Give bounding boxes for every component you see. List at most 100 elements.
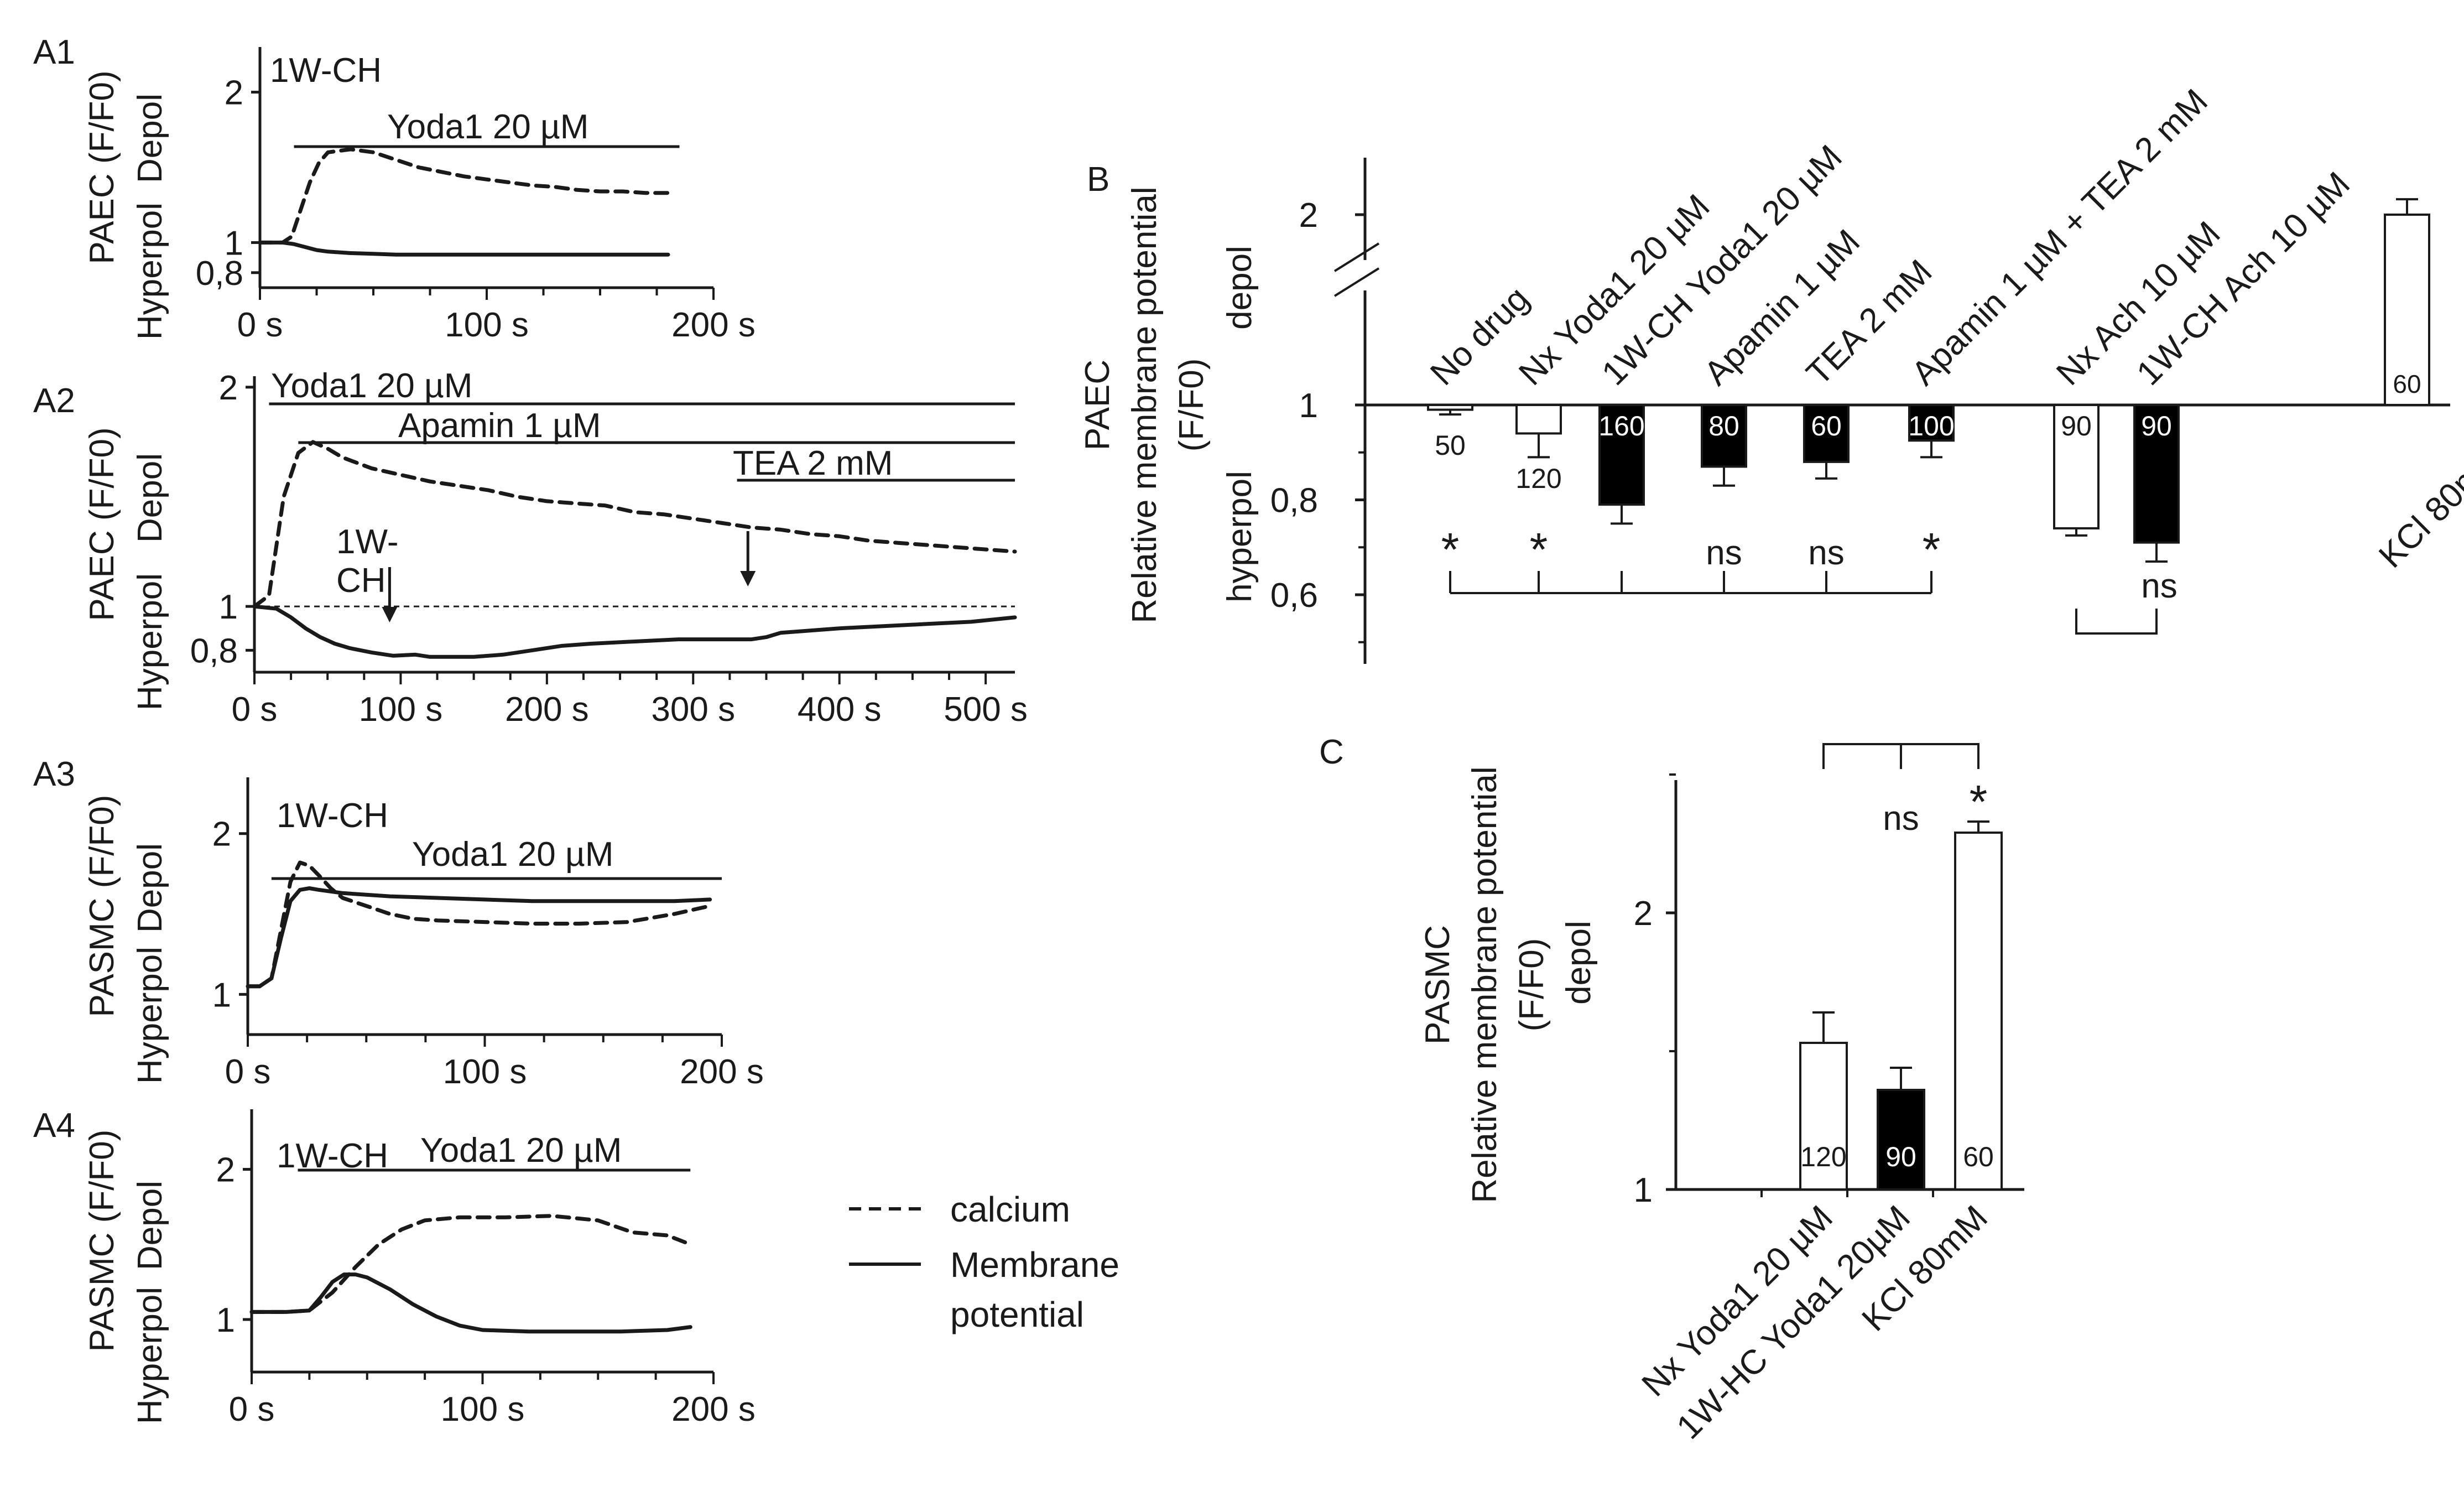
- panel-label: C: [1319, 733, 1344, 771]
- depol-label: depol: [1221, 246, 1259, 330]
- hyperpol-label: Hyperpol: [131, 573, 169, 710]
- y-tick-label: 2: [225, 74, 243, 112]
- x-tick-label: 0 s: [232, 690, 278, 729]
- y-axis-title: PASMC: [1419, 925, 1457, 1045]
- bar: [1427, 404, 1473, 411]
- significance-ns: ns: [1808, 534, 1844, 572]
- panel-label: A4: [33, 1106, 75, 1145]
- bar: [1515, 404, 1562, 435]
- y-tick-label: 2: [219, 369, 238, 407]
- group-label: 1W-: [336, 523, 399, 561]
- y-axis-title: PASMC (F/F0): [83, 1130, 121, 1352]
- treatment-label: TEA 2 mM: [733, 444, 893, 482]
- significance-bracket: [2075, 609, 2158, 635]
- panel-label: A1: [33, 33, 75, 71]
- n-label: 90: [2141, 411, 2172, 441]
- y-tick-label: 2: [216, 1151, 235, 1189]
- group-label: 1W-CH: [277, 797, 388, 835]
- y-tick-label: 0,8: [1270, 482, 1318, 520]
- n-label: 160: [1598, 411, 1644, 441]
- legend: calcium Membrane potential: [849, 1189, 1119, 1334]
- series-membrane-potential: [252, 604, 1017, 659]
- bar: [2133, 404, 2180, 544]
- y-tick-label: 0,8: [190, 632, 238, 670]
- bar-panel-c: C 1 2 PASMC Relative membrane potential (F/F0…: [1319, 733, 2024, 1447]
- x-tick-label: 0 s: [237, 306, 283, 344]
- y-tick-label: 2: [212, 815, 231, 854]
- legend-membrane-label-2: potential: [950, 1295, 1084, 1334]
- y-tick-label: 1: [225, 224, 243, 262]
- group-label: 1W-CH: [270, 51, 382, 90]
- y-tick-label: 1: [219, 588, 238, 626]
- bar: [1908, 404, 1955, 442]
- axis-break-mark: [1333, 242, 1380, 272]
- panel-a4: A4 1 2 0 s 100 s 200 s PASMC (F/F0) Depol Hyperp…: [33, 1106, 756, 1428]
- significance-star: *: [1970, 776, 1988, 828]
- y-tick-label: 2: [1634, 895, 1653, 933]
- x-tick-label: 0 s: [225, 1053, 271, 1091]
- significance-star: *: [1923, 523, 1941, 575]
- y-tick-label: 2: [1299, 196, 1318, 235]
- treatment-label: Yoda1 20 µM: [387, 108, 588, 146]
- series-calcium: [258, 147, 670, 245]
- y-axis-title: (F/F0): [1513, 938, 1551, 1032]
- hyperpol-label: hyperpol: [1221, 471, 1259, 602]
- y-axis-title: (F/F0): [1173, 359, 1211, 452]
- treatment-label: Apamin 1 µM: [398, 407, 601, 445]
- y-tick-label: 1: [216, 1301, 235, 1339]
- n-label: 120: [1800, 1141, 1846, 1172]
- depol-label: Depol: [131, 453, 169, 543]
- bar: [1803, 404, 1850, 463]
- panel-a1: A1 0,81 2 0 s 100 s 200 s PAEC (F/F0) Depol Hype…: [33, 33, 756, 344]
- series-membrane-potential: [249, 1272, 692, 1334]
- panel-label: A3: [33, 755, 75, 793]
- bar: [1701, 404, 1747, 468]
- x-tick-label: 400 s: [798, 690, 882, 729]
- depol-label: Depol: [131, 843, 169, 933]
- significance-star: *: [1441, 523, 1460, 575]
- significance-ns: ns: [1706, 534, 1742, 572]
- x-tick-label: 200 s: [680, 1053, 764, 1091]
- hyperpol-label: Hyperpol: [131, 202, 169, 340]
- x-tick-label: 500 s: [944, 690, 1028, 729]
- x-tick-label: 100 s: [441, 1390, 525, 1428]
- series-calcium: [246, 860, 712, 989]
- hyperpol-label: Hyperpol: [131, 947, 169, 1084]
- y-tick-label: 0,6: [1270, 576, 1318, 615]
- x-tick-label: 100 s: [445, 306, 529, 344]
- series-membrane-potential: [258, 240, 670, 257]
- n-label: 50: [1435, 430, 1466, 461]
- bar: [2384, 214, 2430, 406]
- series-membrane-potential: [246, 886, 712, 989]
- bar: [2053, 404, 2100, 529]
- legend-calcium-label: calcium: [950, 1189, 1070, 1229]
- bar: [1954, 832, 2003, 1191]
- n-label: 120: [1515, 463, 1561, 494]
- x-tick-label: 200 s: [671, 306, 756, 344]
- significance-ns: ns: [1883, 799, 1919, 838]
- n-label: 60: [2393, 370, 2421, 398]
- panel-label: A2: [33, 382, 75, 420]
- y-axis-title: Relative membrane potential: [1466, 766, 1504, 1203]
- n-label: 60: [1811, 411, 1842, 441]
- n-label: 100: [1908, 411, 1954, 441]
- group-label: CH: [336, 562, 386, 600]
- n-label: 80: [1708, 411, 1739, 441]
- significance-star: *: [1530, 523, 1548, 575]
- treatment-label: Yoda1 20 µM: [412, 835, 613, 874]
- depol-label: Depol: [131, 93, 169, 183]
- y-axis-title: PASMC (F/F0): [83, 795, 121, 1017]
- y-tick-label: 1: [1299, 387, 1318, 425]
- series-calcium: [249, 1214, 692, 1314]
- treatment-label: Yoda1 20 µM: [420, 1131, 622, 1170]
- category-label: KCl 80mM: [2372, 435, 2464, 575]
- y-tick-label: 1: [1634, 1171, 1653, 1209]
- depol-label: Depol: [131, 1181, 169, 1270]
- bar: [1877, 1089, 1925, 1191]
- arrow-head: [382, 607, 398, 622]
- y-tick-label: 0,8: [196, 254, 243, 293]
- hyperpol-label: Hyperpol: [131, 1287, 169, 1424]
- category-label: No drug: [1423, 279, 1536, 393]
- y-axis-title: PAEC (F/F0): [83, 70, 121, 264]
